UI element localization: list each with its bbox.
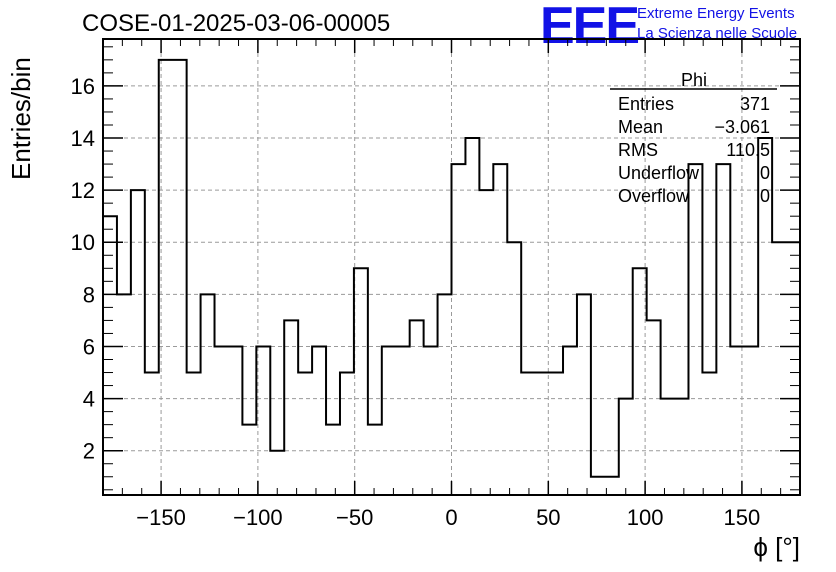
y-tick-labels: 2 4 6 8 10 12 14 16	[71, 74, 95, 464]
stats-label: Overflow	[618, 186, 690, 206]
x-tick-label: −100	[233, 505, 283, 530]
x-tick-label: 100	[627, 505, 664, 530]
histogram-line	[103, 58, 800, 478]
x-tick-label: 0	[445, 505, 457, 530]
brand-text: Extreme Energy Events La Scienza nelle S…	[637, 4, 797, 44]
stats-label: RMS	[618, 140, 658, 160]
y-tick-label: 12	[71, 178, 95, 203]
stats-name: Phi	[681, 70, 707, 90]
stats-label: Entries	[618, 94, 674, 114]
histogram-title: COSE-01-2025-03-06-00005	[82, 10, 391, 37]
x-tick-label: 50	[536, 505, 560, 530]
y-tick-label: 4	[83, 387, 95, 412]
y-tick-label: 10	[71, 230, 95, 255]
stats-value: 371	[740, 94, 770, 114]
x-tick-label: 150	[724, 505, 761, 530]
stats-value: 0	[760, 163, 770, 183]
y-tick-label: 2	[83, 439, 95, 464]
y-axis-title: Entries/bin	[6, 57, 36, 180]
brand-line-1: Extreme Energy Events	[637, 5, 795, 22]
stats-value: 0	[760, 186, 770, 206]
stats-value: −3.061	[714, 117, 770, 137]
eee-logo: EEE	[540, 0, 640, 55]
stats-value: 110.5	[726, 140, 770, 160]
stats-label: Underflow	[618, 163, 700, 183]
y-tick-label: 14	[71, 126, 95, 151]
x-tick-label: −150	[136, 505, 186, 530]
x-tick-labels: −150 −100 −50 0 50 100 150	[136, 505, 760, 530]
stats-box: Phi Entries 371 Mean −3.061 RMS 110.5 Underflo…	[610, 70, 777, 206]
axis-ticks	[102, 39, 801, 495]
brand-line-2: La Scienza nelle Scuole	[637, 25, 798, 42]
y-tick-label: 8	[83, 282, 95, 307]
y-tick-label: 6	[83, 334, 95, 359]
x-axis-title: ϕ [°]	[753, 532, 800, 562]
stats-label: Mean	[618, 117, 663, 137]
grid-lines	[103, 39, 800, 495]
x-tick-label: −50	[336, 505, 373, 530]
y-tick-label: 16	[71, 74, 95, 99]
